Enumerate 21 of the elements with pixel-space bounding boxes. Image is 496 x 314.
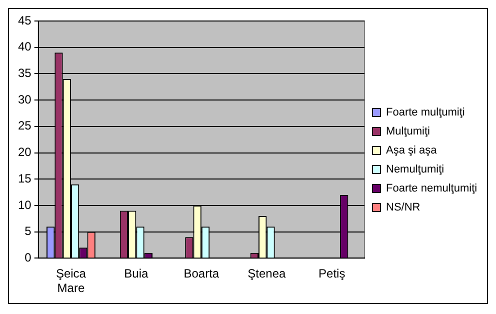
y-tick-label: 35 [18, 66, 32, 80]
y-tick-label: 20 [18, 145, 32, 160]
x-tick-label: Buia [124, 266, 149, 281]
y-tick-label: 30 [18, 92, 32, 106]
legend-label: Aşa şi aşa [386, 144, 438, 157]
x-tick-label: Boarta [184, 266, 220, 281]
y-tick-label: 0 [24, 250, 32, 265]
y-tick-label: 5 [24, 224, 32, 238]
x-tick-label: Ştenea [248, 266, 286, 281]
legend-label: Foarte nemulţumiţi [386, 182, 478, 195]
y-tick-label: 10 [18, 198, 32, 212]
legend-label: Nemulţumiţi [386, 164, 444, 176]
y-tick-label: 25 [18, 118, 32, 133]
legend-label: NS/NR [386, 202, 420, 214]
y-tick-label: 45 [18, 13, 32, 28]
legend-label: Foarte mulţumiţi [386, 106, 465, 119]
y-tick-label: 15 [18, 171, 32, 186]
y-tick-label: 40 [18, 40, 32, 54]
legend-label: Mulţumiţi [386, 126, 430, 138]
x-tick-label: Şeica Mare [56, 266, 86, 296]
x-tick-label: Petiş [318, 266, 346, 281]
